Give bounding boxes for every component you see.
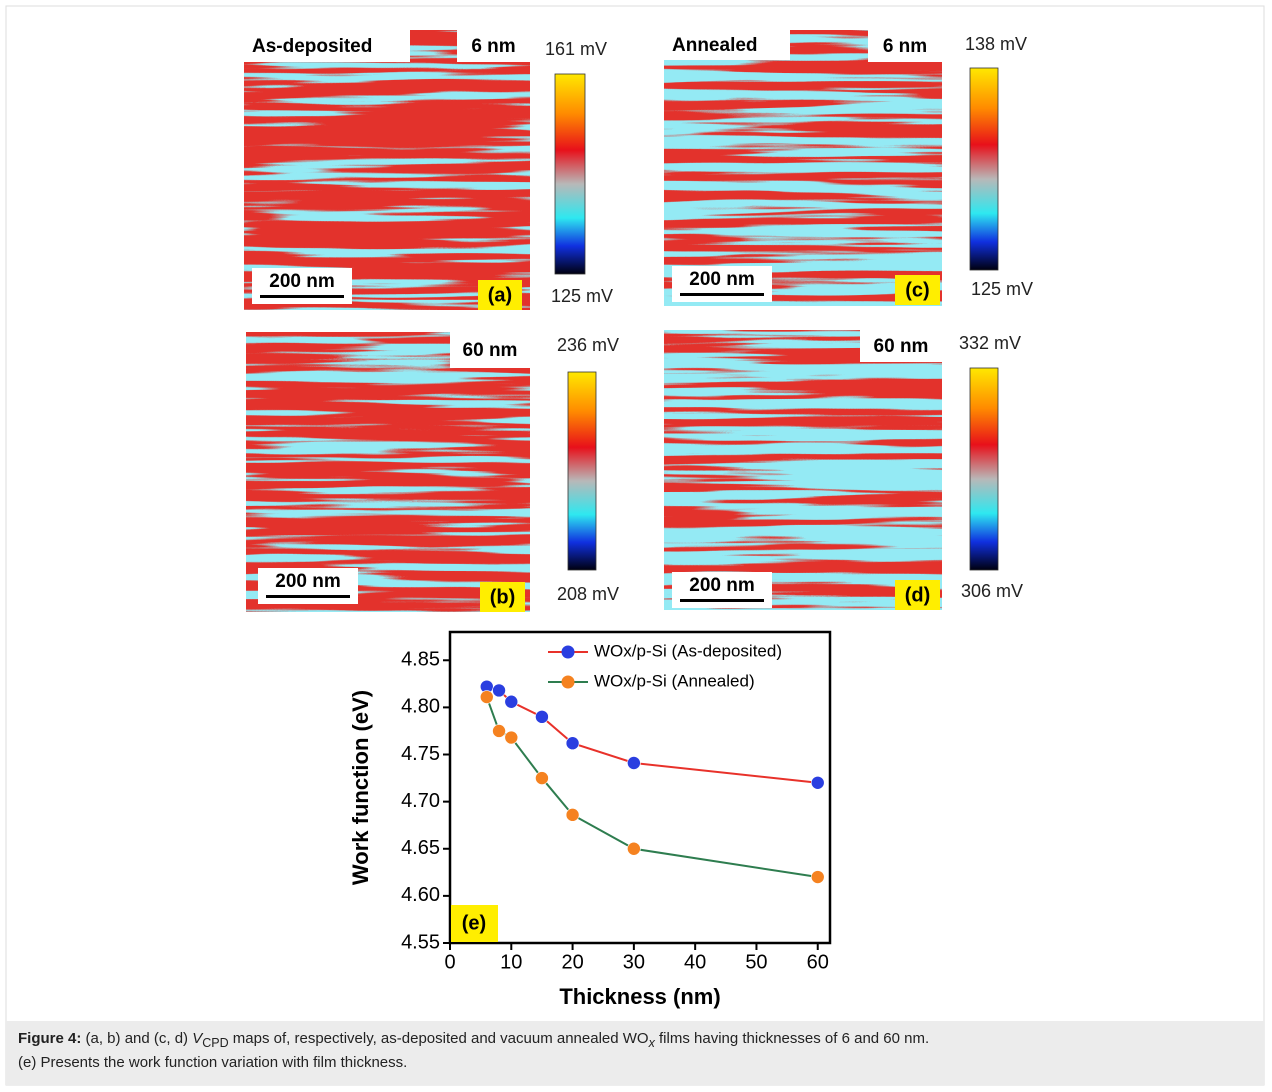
caption-v: V: [192, 1030, 203, 1047]
panel-label-box: [478, 280, 522, 310]
legend-label: WOx/p-Si (As-deposited): [594, 641, 782, 660]
panel-label: (d): [905, 584, 931, 606]
legend-marker: [561, 645, 575, 659]
x-tick-label: 40: [684, 951, 706, 973]
panel-label: (c): [905, 279, 929, 301]
data-point: [565, 736, 580, 751]
map-texture: [664, 330, 942, 610]
panel-label-box: [480, 582, 525, 612]
data-point: [565, 808, 580, 822]
y-tick-label: 4.55: [401, 931, 440, 953]
map-texture: [664, 30, 942, 306]
colorbar-max: 332 mV: [959, 333, 1021, 353]
x-tick-label: 60: [807, 951, 829, 973]
colorbar: [567, 371, 597, 571]
caption: Figure 4: (a, b) and (c, d) VCPD maps of…: [6, 1021, 1264, 1085]
data-point: [810, 870, 825, 884]
plot-frame: [448, 630, 832, 945]
y-axis-label: Work function (eV): [348, 690, 373, 885]
colorbar: [969, 367, 999, 571]
caption-text: (e) Presents the work function variation…: [18, 1054, 408, 1071]
colorbar-min: 125 mV: [551, 286, 613, 306]
thickness-label-box: [860, 330, 942, 362]
colorbar: [969, 67, 999, 271]
panel-label: (a): [488, 284, 512, 306]
scale-bar: [680, 293, 764, 296]
panel-label-box: [895, 275, 940, 305]
colorbar-max: 138 mV: [965, 34, 1027, 54]
colorbar-min: 306 mV: [961, 581, 1023, 601]
scale-bar-label: 200 nm: [689, 269, 754, 290]
caption-x: x: [648, 1036, 655, 1050]
series-line: [485, 696, 818, 879]
series-line: [486, 685, 818, 784]
thickness-label-box: [450, 332, 530, 368]
y-tick-label: 4.80: [401, 696, 440, 718]
y-tick-label: 4.70: [401, 790, 440, 812]
scale-bar-label: 200 nm: [269, 271, 334, 292]
thickness-label-box: [868, 30, 942, 62]
data-point: [810, 775, 825, 790]
y-tick-label: 4.85: [401, 649, 440, 671]
data-point: [479, 690, 494, 704]
panel-title-box: [664, 30, 790, 60]
x-tick-label: 30: [623, 951, 645, 973]
data-point: [504, 730, 519, 745]
map-texture: [246, 332, 530, 612]
thickness-label: 6 nm: [883, 36, 927, 57]
scale-bar: [680, 599, 764, 602]
scale-bar: [260, 295, 344, 298]
scale-bar-label: 200 nm: [275, 571, 340, 592]
panel-title: As-deposited: [252, 36, 372, 57]
thickness-label: 60 nm: [874, 336, 929, 357]
data-point: [627, 756, 641, 770]
x-axis-label: Thickness (nm): [559, 984, 720, 1009]
panel-label: (e): [462, 912, 486, 934]
data-point: [504, 694, 519, 709]
caption-sub: CPD: [202, 1036, 229, 1050]
frame: [5, 5, 1265, 1086]
y-tick-label: 4.65: [401, 837, 440, 859]
data-point: [492, 683, 506, 698]
colorbar-min: 208 mV: [557, 584, 619, 604]
y-tick-label: 4.60: [401, 884, 440, 906]
thickness-label-box: [457, 30, 530, 62]
data-point: [627, 841, 641, 856]
caption-text: films having thicknesses of 6 and 60 nm.: [654, 1030, 930, 1047]
colorbar-max: 236 mV: [557, 335, 619, 355]
thickness-label: 6 nm: [471, 36, 515, 57]
x-tick-label: 10: [500, 951, 522, 973]
colorbar: [554, 73, 586, 275]
caption-text: maps of, respectively, as-deposited and …: [228, 1030, 649, 1047]
panel-label-box: [895, 580, 940, 610]
panel-title: Annealed: [672, 35, 758, 56]
caption-text: (a, b) and (c, d): [81, 1030, 193, 1047]
x-tick-label: 20: [561, 951, 583, 973]
scale-bar: [266, 595, 350, 598]
y-tick-label: 4.75: [401, 743, 440, 765]
scale-bar-label: 200 nm: [689, 575, 754, 596]
colorbar-max: 161 mV: [545, 39, 607, 59]
data-point: [492, 724, 506, 738]
data-point: [535, 710, 549, 724]
x-tick-label: 0: [444, 951, 455, 973]
x-tick-label: 50: [745, 951, 767, 973]
colorbar-min: 125 mV: [971, 279, 1033, 299]
legend-label: WOx/p-Si (Annealed): [594, 671, 755, 690]
caption-label: Figure 4:: [18, 1030, 82, 1047]
panel-label: (b): [490, 586, 516, 608]
panel-label-box: [451, 905, 498, 942]
panel-title-box: [244, 30, 410, 62]
data-point: [535, 771, 549, 785]
map-texture: [244, 30, 530, 310]
thickness-label: 60 nm: [463, 340, 518, 361]
legend-marker: [561, 675, 575, 689]
